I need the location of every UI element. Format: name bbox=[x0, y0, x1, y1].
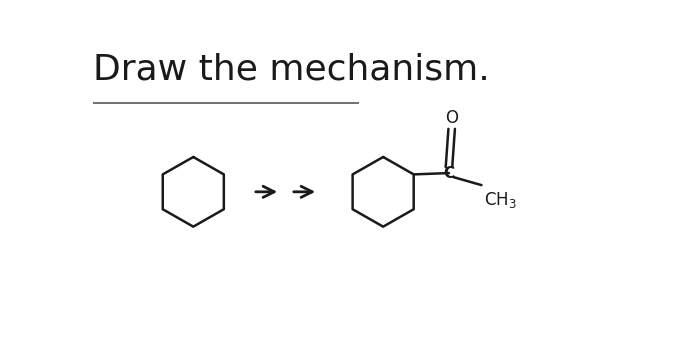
Text: C: C bbox=[443, 166, 454, 181]
Text: Draw the mechanism.: Draw the mechanism. bbox=[93, 53, 490, 87]
Text: O: O bbox=[445, 109, 458, 127]
Text: CH$_3$: CH$_3$ bbox=[484, 190, 517, 211]
